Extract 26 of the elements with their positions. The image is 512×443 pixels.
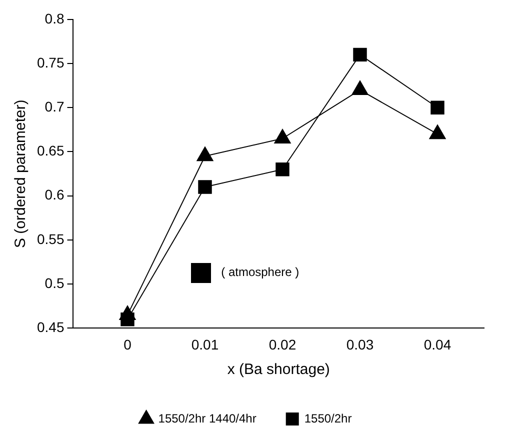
y-tick-label: 0.6 — [44, 186, 64, 203]
y-tick-label: 0.65 — [37, 142, 64, 159]
point — [429, 124, 446, 140]
legend-label: 1550/2hr — [304, 411, 352, 426]
y-tick-label: 0.55 — [37, 230, 64, 247]
y-tick-label: 0.7 — [44, 98, 64, 114]
point — [274, 129, 291, 144]
x-tick-label: 0 — [124, 336, 132, 352]
y-tick-label: 0.8 — [44, 10, 64, 26]
x-tick-label: 0.02 — [268, 336, 296, 352]
point — [196, 146, 214, 162]
y-tick-label: 0.45 — [37, 319, 64, 336]
annotation: ( atmosphere ) — [221, 264, 300, 279]
y-tick-label: 0.5 — [44, 274, 64, 291]
x-tick-label: 0.04 — [424, 336, 452, 352]
point — [352, 80, 368, 95]
y-axis-title: S (ordered parameter) — [12, 100, 30, 248]
point — [353, 48, 367, 62]
x-axis-title: x (Ba shortage) — [227, 361, 330, 378]
x-tick-label: 0.03 — [346, 336, 374, 352]
point — [198, 180, 212, 194]
y-tick-label: 0.75 — [37, 54, 64, 70]
point — [430, 100, 444, 114]
x-tick-label: 0.01 — [191, 336, 219, 352]
legend-label: 1550/2hr 1440/4hr — [158, 411, 256, 426]
point — [276, 162, 290, 176]
